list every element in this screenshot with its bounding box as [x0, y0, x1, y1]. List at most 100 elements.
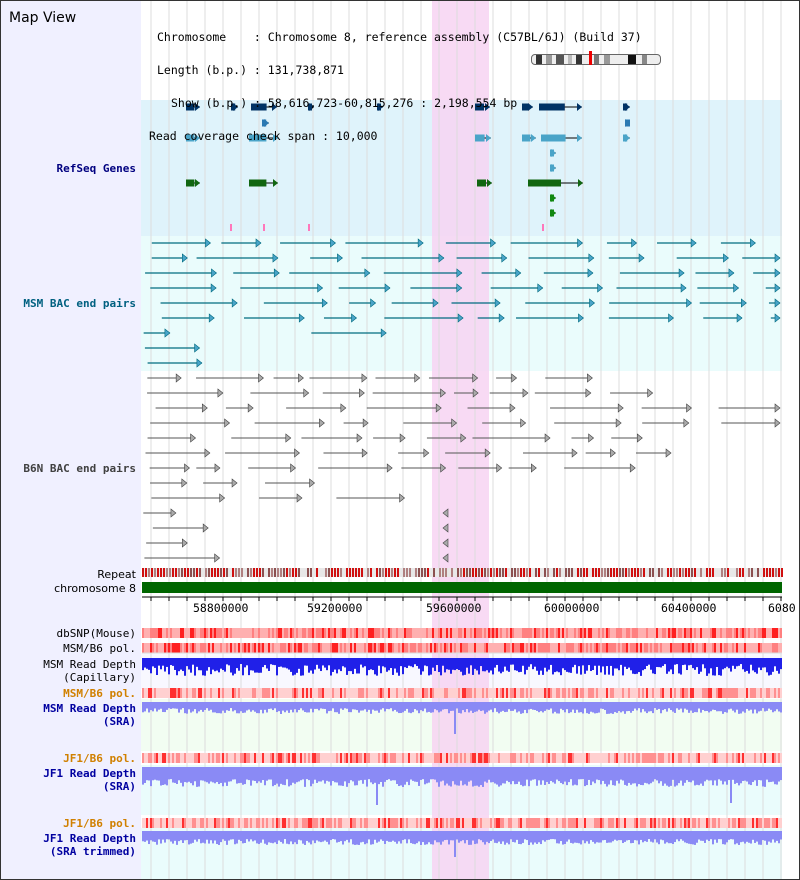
- polymorphism-cell: [312, 643, 314, 653]
- read-depth-bar: [360, 702, 362, 711]
- polymorphism-cell: [768, 628, 770, 638]
- polymorphism-cell: [690, 628, 692, 638]
- polymorphism-cell: [198, 643, 200, 653]
- read-depth-bar: [498, 658, 500, 672]
- read-depth-bar: [662, 658, 664, 666]
- polymorphism-cell: [394, 818, 396, 828]
- selection-highlight[interactable]: [432, 1, 489, 879]
- polymorphism-cell: [500, 753, 502, 763]
- msm-bac-end: [678, 268, 685, 278]
- polymorphism-cell: [402, 818, 404, 828]
- chromosome-label[interactable]: chromosome 8: [54, 582, 136, 595]
- polymorphism-cell: [750, 628, 752, 638]
- jf1-read-depth-sra-label[interactable]: JF1 Read Depth (SRA): [43, 767, 136, 793]
- read-depth-bar: [696, 767, 698, 785]
- polymorphism-cell: [502, 643, 504, 653]
- msm-bac-label[interactable]: MSM BAC end pairs: [23, 297, 136, 310]
- msm-read-depth-capillary-label[interactable]: MSM Read Depth (Capillary): [43, 658, 136, 684]
- polymorphism-cell: [246, 753, 248, 763]
- repeat-element: [517, 568, 519, 577]
- polymorphism-cell: [722, 643, 724, 653]
- polymorphism-cell: [396, 628, 398, 638]
- read-depth-bar: [594, 767, 596, 784]
- repeat-element: [604, 568, 606, 577]
- chromosome-line: Chromosome : Chromosome 8, reference ass…: [157, 30, 642, 44]
- repeat-element: [691, 568, 693, 577]
- polymorphism-cell: [546, 818, 548, 828]
- polymorphism-cell: [522, 753, 524, 763]
- read-depth-bar: [296, 831, 298, 845]
- polymorphism-cell: [692, 628, 694, 638]
- msm-b6-pol-label[interactable]: MSM/B6 pol.: [63, 642, 136, 655]
- read-depth-bar: [586, 831, 588, 842]
- read-depth-bar: [178, 831, 180, 842]
- polymorphism-cell: [682, 643, 684, 653]
- polymorphism-cell: [686, 628, 688, 638]
- msm-read-depth-sra-label[interactable]: MSM Read Depth (SRA): [43, 702, 136, 728]
- read-depth-bar: [472, 831, 474, 841]
- polymorphism-cell: [688, 688, 690, 698]
- read-depth-bar: [302, 658, 304, 676]
- repeat-element: [622, 568, 624, 577]
- polymorphism-cell: [514, 753, 516, 763]
- b6n-bac-end: [520, 418, 527, 428]
- jf1-read-depth-trimmed-label[interactable]: JF1 Read Depth (SRA trimmed): [43, 832, 136, 858]
- read-depth-bar: [640, 831, 642, 840]
- polymorphism-cell: [224, 643, 226, 653]
- gene-strand-arrow: [272, 103, 277, 111]
- polymorphism-cell: [314, 688, 316, 698]
- read-depth-bar: [766, 767, 768, 780]
- read-depth-bar: [340, 658, 342, 672]
- polymorphism-cell: [340, 753, 342, 763]
- msm-b6-pol-label-2[interactable]: MSM/B6 pol.: [63, 687, 136, 700]
- read-depth-bar: [656, 831, 658, 843]
- jf1-b6-pol-label[interactable]: JF1/B6 pol.: [63, 752, 136, 765]
- read-depth-bar: [734, 831, 736, 845]
- polymorphism-cell: [164, 628, 166, 638]
- read-depth-bar: [710, 702, 712, 712]
- dbsnp-label[interactable]: dbSNP(Mouse): [56, 627, 136, 640]
- msm-bac-end: [196, 358, 203, 368]
- read-depth-bar: [300, 702, 302, 709]
- read-depth-bar: [604, 767, 606, 784]
- b6n-bac-label[interactable]: B6N BAC end pairs: [23, 462, 136, 475]
- polymorphism-cell: [712, 818, 714, 828]
- polymorphism-cell: [730, 753, 732, 763]
- polymorphism-cell: [188, 643, 190, 653]
- read-depth-bar: [712, 658, 714, 676]
- read-depth-bar: [674, 767, 676, 787]
- polymorphism-cell: [590, 753, 592, 763]
- chromosome-ideogram[interactable]: [531, 54, 661, 65]
- polymorphism-cell: [170, 818, 172, 828]
- polymorphism-cell: [266, 818, 268, 828]
- polymorphism-cell: [466, 753, 468, 763]
- polymorphism-cell: [476, 753, 478, 763]
- polymorphism-cell: [776, 643, 778, 653]
- read-depth-bar: [730, 702, 732, 709]
- polymorphism-cell: [336, 688, 338, 698]
- read-depth-bar: [494, 831, 496, 843]
- refseq-label[interactable]: RefSeq Genes: [56, 162, 136, 175]
- read-depth-bar: [634, 658, 636, 675]
- polymorphism-cell: [338, 643, 340, 653]
- read-depth-bar: [206, 658, 208, 671]
- polymorphism-cell: [322, 818, 324, 828]
- polymorphism-cell: [724, 753, 726, 763]
- jf1-b6-pol-label-2[interactable]: JF1/B6 pol.: [63, 817, 136, 830]
- read-depth-bar: [680, 767, 682, 781]
- read-depth-bar: [286, 767, 288, 780]
- polymorphism-cell: [508, 753, 510, 763]
- polymorphism-cell: [184, 688, 186, 698]
- polymorphism-cell: [586, 753, 588, 763]
- read-depth-bar: [196, 702, 198, 714]
- msm-bac-end: [457, 313, 464, 323]
- read-depth-bar: [442, 831, 444, 842]
- msm-bac-end: [589, 298, 595, 308]
- polymorphism-cell: [584, 688, 586, 698]
- read-depth-bar: [188, 658, 190, 670]
- repeat-element: [295, 568, 297, 577]
- b6n-bac-end: [615, 418, 622, 428]
- repeat-label[interactable]: Repeat: [97, 568, 136, 581]
- repeat-element: [259, 568, 261, 577]
